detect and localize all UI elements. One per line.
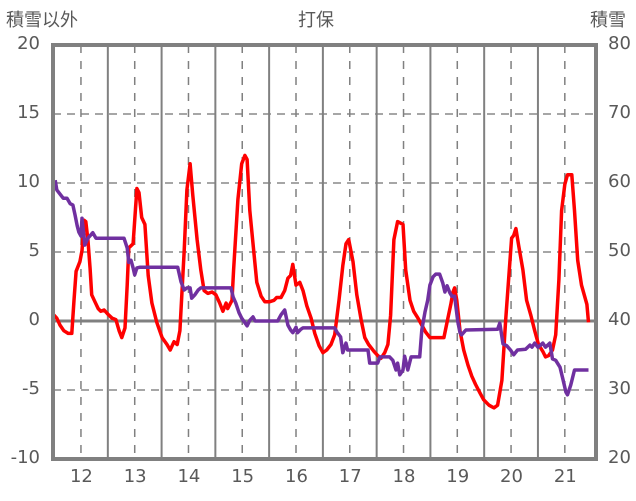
y-tick-left: 0 — [28, 309, 40, 330]
y-tick-left: -5 — [22, 378, 40, 399]
plot-frame — [51, 43, 598, 461]
left-axis-title: 積雪以外 — [6, 10, 78, 31]
series-line-snow — [53, 179, 589, 397]
x-tick: 15 — [231, 466, 255, 487]
x-tick: 20 — [500, 466, 523, 487]
right-axis-title: 積雪 — [590, 10, 626, 31]
x-tick: 13 — [123, 466, 147, 487]
x-tick: 21 — [553, 466, 577, 487]
y-tick-left: 20 — [17, 33, 40, 54]
y-tick-left: -10 — [10, 447, 40, 468]
x-tick: 16 — [285, 466, 308, 487]
y-tick-right: 80 — [608, 33, 631, 54]
x-tick: 12 — [69, 466, 93, 487]
y-tick-right: 40 — [608, 309, 631, 330]
y-tick-right: 30 — [608, 378, 631, 399]
y-tick-left: 10 — [17, 171, 40, 192]
x-tick: 18 — [392, 466, 416, 487]
series-line-non-snow — [51, 153, 591, 410]
x-tick: 19 — [446, 466, 470, 487]
x-tick: 14 — [177, 466, 201, 487]
y-tick-right: 70 — [608, 102, 631, 123]
y-tick-left: 5 — [28, 240, 40, 261]
y-tick-left: 15 — [17, 102, 40, 123]
y-tick-right: 20 — [608, 447, 631, 468]
x-tick: 17 — [338, 466, 362, 487]
y-tick-right: 60 — [608, 171, 631, 192]
chart-title: 打保 — [298, 10, 334, 31]
y-tick-right: 50 — [608, 240, 631, 261]
